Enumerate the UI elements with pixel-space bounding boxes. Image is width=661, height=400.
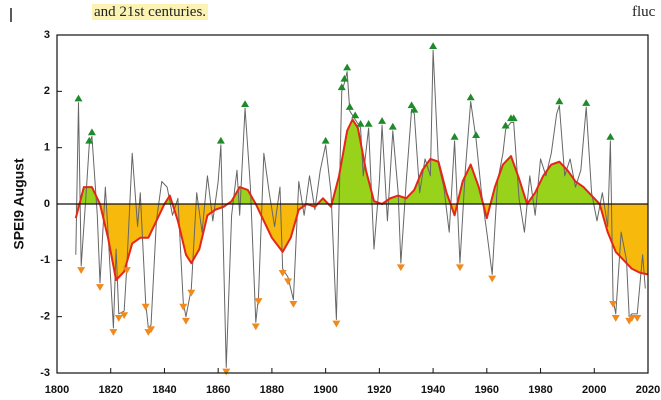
wet-marker [364, 119, 373, 127]
annual-line [75, 49, 646, 368]
dry-marker [179, 303, 188, 311]
dry-marker [251, 323, 260, 331]
wet-marker [509, 114, 518, 122]
wet-marker [87, 128, 96, 136]
dry-marker [254, 298, 263, 305]
dry-marker [332, 320, 341, 328]
wet-marker [356, 119, 365, 127]
wet-marker [410, 105, 419, 113]
wet-marker [407, 101, 416, 109]
highlighted-text: and 21st centuries. [92, 4, 209, 20]
y-tick-label: -2 [40, 311, 50, 323]
x-tick-label: 2000 [582, 384, 606, 396]
wet-area [75, 119, 648, 204]
x-tick-label: 1960 [475, 384, 499, 396]
y-tick-label: -3 [40, 367, 50, 379]
wet-marker [337, 83, 346, 91]
y-axis-label: SPEI9 August [11, 158, 27, 250]
dry-marker [289, 300, 298, 308]
wet-marker [606, 132, 615, 140]
x-tick-label: 1840 [152, 384, 176, 396]
wet-marker [450, 132, 459, 140]
wet-marker [216, 136, 225, 144]
x-tick-label: 2020 [636, 384, 660, 396]
dry-marker [455, 264, 464, 272]
caption-fragment: and 21st centuries. [92, 2, 209, 22]
dry-marker [114, 315, 123, 322]
x-tick-label: 1900 [313, 384, 337, 396]
dry-marker [122, 267, 131, 274]
wet-marker [555, 97, 564, 105]
dry-marker [627, 315, 636, 322]
dry-marker [396, 264, 405, 272]
x-tick-label: 1940 [421, 384, 445, 396]
dry-marker [77, 267, 86, 274]
y-tick-label: 1 [44, 142, 50, 154]
wet-marker [340, 74, 349, 82]
dry-marker [147, 326, 156, 334]
x-tick-label: 1880 [260, 384, 284, 396]
plot-frame [56, 34, 649, 374]
dry-marker [488, 275, 497, 283]
dry-marker [181, 317, 190, 325]
dry-area [75, 204, 648, 281]
dry-marker [187, 289, 196, 297]
wet-marker [501, 121, 510, 129]
x-tick-label: 1800 [45, 384, 69, 396]
dry-marker [222, 368, 231, 376]
dry-marker [611, 315, 620, 322]
wet-marker [74, 94, 83, 102]
wet-marker [429, 42, 438, 50]
y-tick-label: -1 [40, 254, 50, 266]
x-tick-label: 1980 [528, 384, 552, 396]
wet-marker [343, 63, 352, 71]
smoothed-line [74, 118, 648, 282]
y-tick-label: 2 [44, 85, 50, 97]
x-tick-label: 1820 [98, 384, 122, 396]
wet-marker [388, 122, 397, 130]
wet-marker [241, 100, 250, 108]
wet-marker [466, 93, 475, 101]
wet-marker [351, 111, 360, 119]
wet-marker [345, 103, 354, 110]
dry-marker [120, 312, 129, 320]
wet-marker [472, 131, 481, 139]
wet-marker [85, 136, 94, 144]
dry-marker [633, 315, 642, 322]
caption-fragment: fluc [632, 4, 656, 20]
dry-marker [609, 300, 618, 308]
dry-marker [278, 269, 287, 277]
dry-marker [109, 329, 118, 336]
dry-marker [95, 284, 104, 291]
wet-marker [321, 136, 330, 144]
dry-marker [141, 303, 150, 311]
dry-marker [284, 278, 293, 286]
y-tick-label: 3 [44, 29, 50, 41]
x-tick-label: 1920 [367, 384, 391, 396]
wet-marker [378, 117, 387, 124]
y-tick-label: 0 [44, 198, 50, 210]
x-tick-label: 1860 [206, 384, 230, 396]
wet-marker [582, 99, 591, 106]
